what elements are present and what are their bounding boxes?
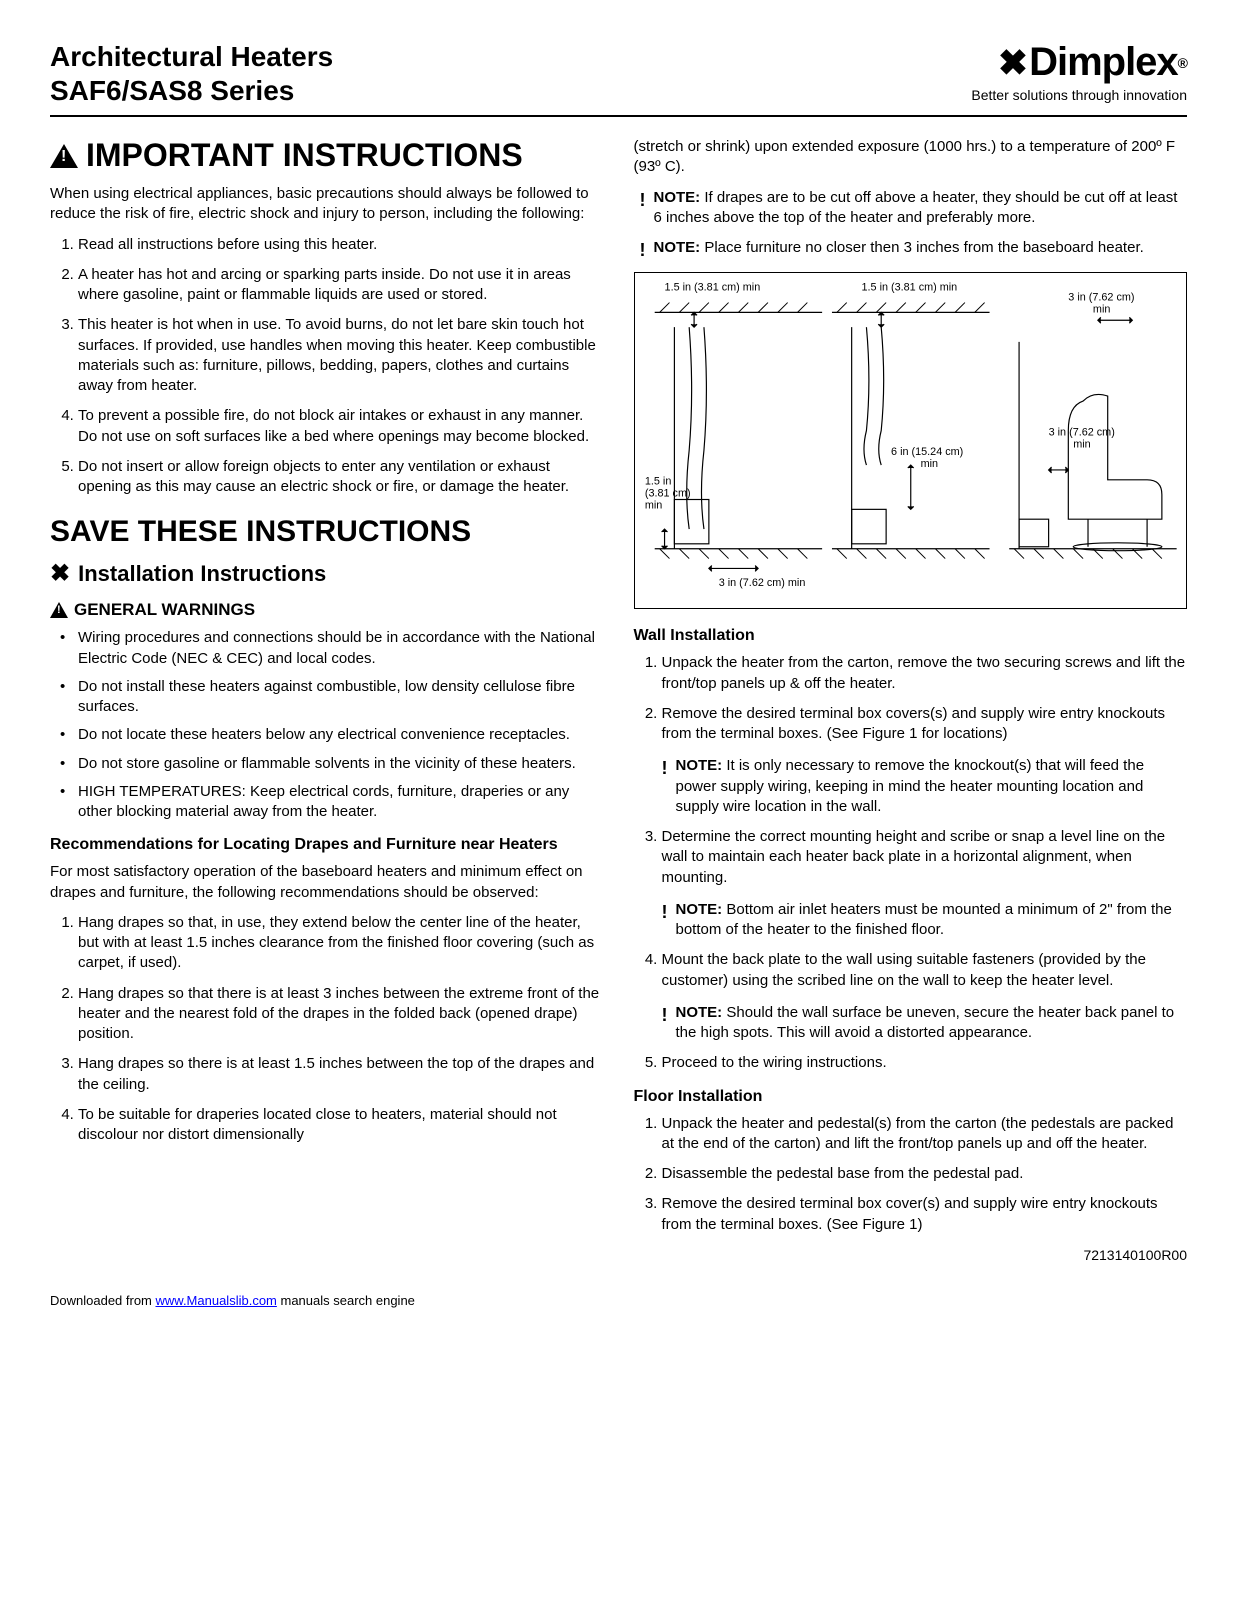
wall-steps-cont2: Mount the back plate to the wall using s…: [634, 950, 1188, 991]
note-body: NOTE: Place furniture no closer then 3 i…: [654, 238, 1144, 262]
note-body: NOTE: It is only necessary to remove the…: [676, 756, 1188, 817]
title-line-2: SAF6/SAS8 Series: [50, 74, 333, 108]
tools-icon: ✖: [50, 559, 70, 588]
brand-block: ✖ Dimplex ® Better solutions through inn…: [971, 40, 1187, 103]
document-number: 7213140100R00: [634, 1247, 1188, 1263]
floor-steps: Unpack the heater and pedestal(s) from t…: [634, 1114, 1188, 1235]
install-heading: ✖ Installation Instructions: [50, 559, 604, 588]
dl-prefix: Downloaded from: [50, 1293, 156, 1308]
note-block: ! NOTE: Should the wall surface be uneve…: [634, 1003, 1188, 1044]
wall-step: Determine the correct mounting height an…: [662, 827, 1188, 888]
note-block: ! NOTE: It is only necessary to remove t…: [634, 756, 1188, 817]
precaution-item: To prevent a possible fire, do not block…: [78, 406, 604, 447]
right-column: (stretch or shrink) upon extended exposu…: [634, 137, 1188, 1263]
note-label: NOTE:: [676, 901, 723, 918]
content-columns: IMPORTANT INSTRUCTIONS When using electr…: [50, 137, 1187, 1263]
recommendations-intro: For most satisfactory operation of the b…: [50, 862, 604, 903]
important-heading-text: IMPORTANT INSTRUCTIONS: [86, 137, 523, 174]
manualslib-link[interactable]: www.Manualslib.com: [156, 1293, 277, 1308]
general-warnings-text: GENERAL WARNINGS: [74, 600, 255, 620]
note-block: ! NOTE: Place furniture no closer then 3…: [634, 238, 1188, 262]
brand-tagline: Better solutions through innovation: [971, 87, 1187, 103]
wall-steps: Unpack the heater from the carton, remov…: [634, 653, 1188, 744]
important-heading: IMPORTANT INSTRUCTIONS: [50, 137, 604, 174]
brand-reg-mark: ®: [1178, 55, 1187, 71]
note-text: Place furniture no closer then 3 inches …: [704, 239, 1143, 256]
bullet-item: Do not locate these heaters below any el…: [78, 725, 604, 745]
svg-text:1.5 in(3.81 cm)min: 1.5 in(3.81 cm)min: [644, 476, 690, 512]
floor-step: Disassemble the pedestal base from the p…: [662, 1164, 1188, 1184]
continuation-para: (stretch or shrink) upon extended exposu…: [634, 137, 1188, 178]
svg-text:6 in (15.24 cm)min: 6 in (15.24 cm)min: [891, 447, 963, 471]
dl-suffix: manuals search engine: [277, 1293, 415, 1308]
precautions-list: Read all instructions before using this …: [50, 235, 604, 498]
note-label: NOTE:: [654, 239, 701, 256]
wall-step: Unpack the heater from the carton, remov…: [662, 653, 1188, 694]
intro-para: When using electrical appliances, basic …: [50, 184, 604, 225]
svg-text:3 in (7.62 cm)min: 3 in (7.62 cm)min: [1068, 292, 1134, 316]
note-body: NOTE: Bottom air inlet heaters must be m…: [676, 900, 1188, 941]
note-icon: !: [640, 238, 646, 262]
note-body: NOTE: If drapes are to be cut off above …: [654, 188, 1188, 229]
note-block: ! NOTE: If drapes are to be cut off abov…: [634, 188, 1188, 229]
title-line-1: Architectural Heaters: [50, 40, 333, 74]
bullet-item: Wiring procedures and connections should…: [78, 628, 604, 669]
note-icon: !: [662, 1003, 668, 1044]
download-credit: Downloaded from www.Manualslib.com manua…: [50, 1293, 415, 1308]
bullet-item: HIGH TEMPERATURES: Keep electrical cords…: [78, 782, 604, 823]
note-icon: !: [640, 188, 646, 229]
diagram-label: 1.5 in (3.81 cm) min: [664, 282, 760, 294]
general-warnings-heading: GENERAL WARNINGS: [50, 600, 604, 620]
brand-icon: ✖: [998, 42, 1027, 84]
note-label: NOTE:: [676, 757, 723, 774]
note-text: Bottom air inlet heaters must be mounted…: [676, 901, 1172, 938]
page-header: Architectural Heaters SAF6/SAS8 Series ✖…: [50, 40, 1187, 117]
floor-step: Unpack the heater and pedestal(s) from t…: [662, 1114, 1188, 1155]
rec-item: To be suitable for draperies located clo…: [78, 1105, 604, 1146]
diagram-label: 3 in (7.62 cm) min: [718, 578, 805, 590]
note-text: If drapes are to be cut off above a heat…: [654, 189, 1178, 226]
precaution-item: Read all instructions before using this …: [78, 235, 604, 255]
wall-step: Mount the back plate to the wall using s…: [662, 950, 1188, 991]
precaution-item: A heater has hot and arcing or sparking …: [78, 265, 604, 306]
floor-install-heading: Floor Installation: [634, 1088, 1188, 1106]
note-text: Should the wall surface be uneven, secur…: [676, 1004, 1175, 1041]
wall-install-heading: Wall Installation: [634, 627, 1188, 645]
warning-icon: [50, 602, 68, 618]
wall-step: Proceed to the wiring instructions.: [662, 1053, 1188, 1073]
floor-step: Remove the desired terminal box cover(s)…: [662, 1194, 1188, 1235]
note-icon: !: [662, 756, 668, 817]
note-block: ! NOTE: Bottom air inlet heaters must be…: [634, 900, 1188, 941]
clearance-diagram: 1.5 in (3.81 cm) min: [634, 272, 1188, 609]
brand-logo: ✖ Dimplex ®: [971, 40, 1187, 85]
note-body: NOTE: Should the wall surface be uneven,…: [676, 1003, 1188, 1044]
page-footer: Downloaded from www.Manualslib.com manua…: [50, 1293, 1187, 1308]
precaution-item: Do not insert or allow foreign objects t…: [78, 457, 604, 498]
bullet-item: Do not store gasoline or flammable solve…: [78, 754, 604, 774]
wall-steps-cont: Determine the correct mounting height an…: [634, 827, 1188, 888]
left-column: IMPORTANT INSTRUCTIONS When using electr…: [50, 137, 604, 1263]
note-label: NOTE:: [676, 1004, 723, 1021]
recommendations-list: Hang drapes so that, in use, they extend…: [50, 913, 604, 1146]
note-icon: !: [662, 900, 668, 941]
diagram-label: 1.5 in (3.81 cm) min: [861, 282, 957, 294]
wall-steps-cont3: Proceed to the wiring instructions.: [634, 1053, 1188, 1073]
diagram-svg: 1.5 in (3.81 cm) min: [635, 273, 1187, 608]
rec-item: Hang drapes so that, in use, they extend…: [78, 913, 604, 974]
recommendations-heading: Recommendations for Locating Drapes and …: [50, 836, 604, 854]
rec-item: Hang drapes so there is at least 1.5 inc…: [78, 1054, 604, 1095]
precaution-item: This heater is hot when in use. To avoid…: [78, 315, 604, 396]
save-heading: SAVE THESE INSTRUCTIONS: [50, 515, 604, 549]
doc-title: Architectural Heaters SAF6/SAS8 Series: [50, 40, 333, 107]
bullet-item: Do not install these heaters against com…: [78, 677, 604, 718]
rec-item: Hang drapes so that there is at least 3 …: [78, 984, 604, 1045]
note-text: It is only necessary to remove the knock…: [676, 757, 1145, 815]
brand-name: Dimplex: [1029, 40, 1178, 85]
wall-step: Remove the desired terminal box covers(s…: [662, 704, 1188, 745]
install-heading-text: Installation Instructions: [78, 561, 326, 587]
warning-icon: [50, 144, 78, 168]
note-label: NOTE:: [654, 189, 701, 206]
general-bullets: Wiring procedures and connections should…: [50, 628, 604, 822]
